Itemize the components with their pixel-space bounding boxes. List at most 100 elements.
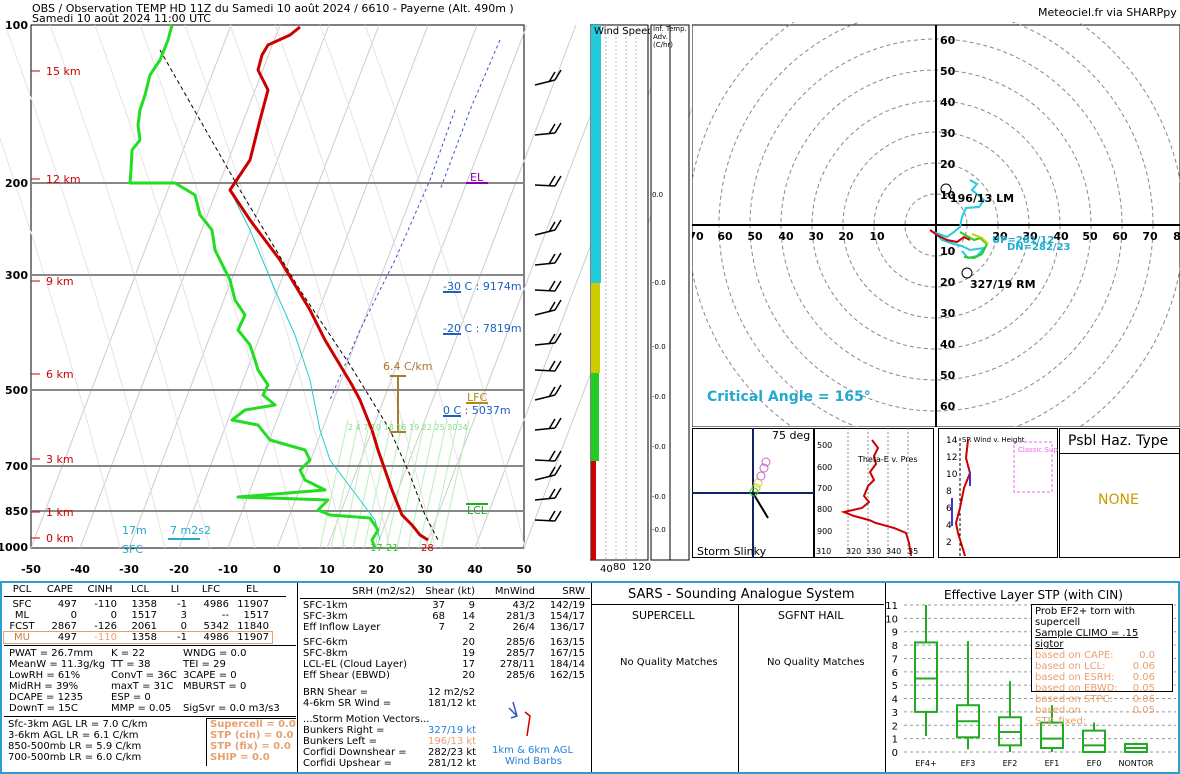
theta-pres-label: 500 bbox=[817, 441, 832, 450]
kinematics-cell: 9 bbox=[468, 600, 475, 611]
stp-box-4 bbox=[1082, 722, 1106, 753]
index-cell: PWAT = 26.7mm bbox=[9, 648, 94, 659]
right-mover-label: 327/19 RM bbox=[970, 278, 1036, 291]
brn-value: 12 m2/s2 bbox=[428, 687, 475, 698]
adv-value: -0.0 bbox=[652, 526, 666, 534]
parcel-cell: 497 bbox=[57, 599, 77, 610]
parcel-cell: 1517 bbox=[243, 610, 269, 621]
hazard-title: Psbl Haz. Type bbox=[1068, 433, 1169, 449]
temp-tick: 10 bbox=[319, 563, 335, 576]
kinematics-cell: 142/19 bbox=[549, 600, 585, 611]
parcel-header: PCL bbox=[12, 584, 32, 595]
hodo-axis-label: 10 bbox=[869, 230, 885, 243]
srw-y-label: 10 bbox=[946, 470, 958, 480]
parcel-cell: -1 bbox=[177, 632, 187, 643]
motion-label: Corfidi Downshear = bbox=[303, 747, 407, 758]
kinematics-row: LCL-EL (Cloud Layer) 17 278/11 184/14 bbox=[300, 659, 588, 670]
mixing-ratio-labels: 2 4 7 10 13 16 19 22 25 3034 bbox=[348, 423, 468, 432]
index-row: PWAT = 26.7mm K = 22 WNDG = 0.0 bbox=[6, 648, 290, 659]
stp-box bbox=[1040, 721, 1064, 749]
index-row: DCAPE = 1235 ESP = 0 bbox=[6, 692, 290, 703]
kinematics-cell: 14 bbox=[462, 611, 475, 622]
stp-box bbox=[914, 641, 938, 713]
parcel-cell: 4986 bbox=[203, 632, 229, 643]
divider bbox=[885, 583, 886, 772]
theta-x-label: 320 bbox=[846, 547, 861, 556]
kinematics-cell: 43/2 bbox=[512, 600, 535, 611]
kinematics-cell bbox=[418, 659, 448, 670]
stp-title: Effective Layer STP (with CIN) bbox=[944, 588, 1123, 602]
stp-legend-val: 0.06 bbox=[1132, 672, 1155, 683]
lapse-rate-list: Sfc-3km AGL LR = 7.0 C/km 3-6km AGL LR =… bbox=[8, 719, 147, 763]
kinematics-cell bbox=[418, 648, 448, 659]
temp-tick: -50 bbox=[21, 563, 41, 576]
hodo-ring-label: 40 bbox=[940, 338, 956, 351]
parcel-row: FCST 2867 -126 2061 0 5342 11840 bbox=[4, 621, 272, 632]
lfc-label: LFC bbox=[467, 391, 487, 404]
stp-y-tick: 5 bbox=[892, 681, 898, 692]
index-cell: maxT = 31C bbox=[111, 681, 174, 692]
divider bbox=[4, 645, 296, 646]
parcel-cell: -110 bbox=[94, 599, 117, 610]
hazard-value: NONE bbox=[1098, 492, 1139, 508]
kinematics-row: SFC-1km 37 9 43/2 142/19 bbox=[300, 600, 588, 611]
index-cell: TT = 38 bbox=[111, 659, 151, 670]
motion-value: 196/13 kt bbox=[428, 736, 477, 747]
stp-y-tick: 3 bbox=[892, 708, 898, 719]
index-cell: LowRH = 61% bbox=[9, 670, 81, 681]
kinematics-cell: Eff Shear (EBWD) bbox=[303, 670, 390, 681]
stp-legend-key: based on ESRH: bbox=[1035, 672, 1115, 683]
index-cell: ESP = 0 bbox=[111, 692, 151, 703]
srw-classic-label: Classic Supercell bbox=[1018, 446, 1058, 454]
kinematics-cell: 281/3 bbox=[506, 611, 535, 622]
theta-x-label: 330 bbox=[866, 547, 881, 556]
index-row: MidRH = 39% maxT = 31C MBURST = 0 bbox=[6, 681, 290, 692]
theta-x-label: 35 bbox=[908, 547, 918, 556]
hodo-axis-label: 8 bbox=[1173, 230, 1180, 243]
stp-box-1 bbox=[956, 641, 980, 750]
temp-tick: 50 bbox=[516, 563, 532, 576]
sars-supercell-msg: No Quality Matches bbox=[620, 657, 718, 668]
barb-label-2: Wind Barbs bbox=[505, 756, 562, 767]
stp-legend-val: 0.05 bbox=[1132, 683, 1155, 694]
index-cell bbox=[180, 692, 290, 703]
lapse-rate: 3-6km AGL LR = 6.1 C/km bbox=[8, 730, 139, 741]
sr46-label: 4-6km SR Wind = bbox=[303, 698, 392, 709]
adv-value: -0.0 bbox=[652, 493, 666, 501]
wind-tick: 80 bbox=[613, 562, 626, 573]
srw-y-label: 14 bbox=[946, 436, 958, 446]
hodo-axis-label: 30 bbox=[1022, 230, 1038, 243]
hodo-ring-label: 20 bbox=[940, 158, 956, 171]
sars-title: SARS - Sounding Analogue System bbox=[628, 587, 855, 602]
hodo-axis-label: 70 bbox=[692, 230, 704, 243]
srw-y-label: 6 bbox=[946, 504, 952, 514]
stp-y-tick: 2 bbox=[892, 721, 898, 732]
lapse-rate: Sfc-3km AGL LR = 7.0 C/km bbox=[8, 719, 148, 730]
parcel-cell: SFC bbox=[12, 599, 32, 610]
hodograph: 60 50 40 30 20 10 10 20 30 40 50 60 70 60 50 40 30 20 10 20… bbox=[692, 22, 1180, 427]
srw-y-label: 8 bbox=[946, 487, 952, 497]
index-cell: 3CAPE = 0 bbox=[183, 670, 237, 681]
temp-tick: -30 bbox=[119, 563, 139, 576]
parcel-header: LI bbox=[170, 584, 180, 595]
stp-box-0 bbox=[914, 605, 938, 736]
kinematics-cell: 26/4 bbox=[512, 622, 535, 633]
stp-legend-title: Prob EF2+ torn with supercell bbox=[1035, 606, 1136, 628]
kinematics-cell bbox=[418, 670, 448, 681]
hodo-ring-label: 20 bbox=[940, 276, 956, 289]
divider bbox=[738, 604, 739, 772]
index-row: LowRH = 61% ConvT = 36C 3CAPE = 0 bbox=[6, 670, 290, 681]
severe-indices: Supercell = 0.0 STP (cin) = 0.0 STP (fix… bbox=[206, 718, 296, 766]
parcel-row: MU 497 -110 1358 -1 4986 11907 bbox=[3, 631, 273, 644]
srw-label: SR Wind v. Height bbox=[962, 436, 1025, 444]
height-label: 12 km bbox=[46, 173, 81, 186]
kinematics-cell: 136/17 bbox=[549, 622, 585, 633]
stp-box-5 bbox=[1124, 742, 1148, 753]
index-row: MeanW = 11.3g/kg TT = 38 TEI = 29 bbox=[6, 659, 290, 670]
stp-legend-row: based on CAPE: 0.0 bbox=[1035, 650, 1169, 661]
kinematics-rows: SFC-1km 37 9 43/2 142/19 SFC-3km 68 14 281/3 154/… bbox=[300, 600, 588, 633]
lcl-label: LCL bbox=[467, 504, 488, 517]
lapse-label: 6.4 C/km bbox=[383, 360, 432, 373]
parcel-table: PCL CAPE CINH LCL LI LFC EL bbox=[4, 584, 272, 595]
stp-y-tick: 6 bbox=[892, 668, 898, 679]
